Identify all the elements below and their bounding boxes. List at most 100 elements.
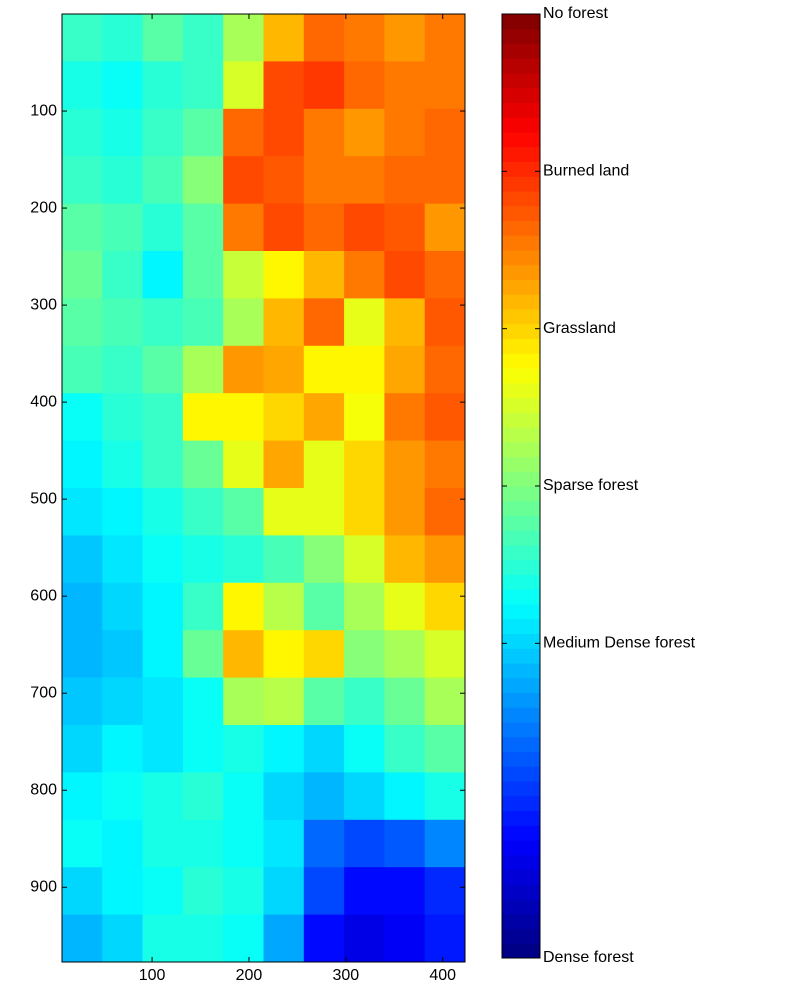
image-cell — [62, 535, 103, 584]
colorbar-swatch — [502, 899, 540, 915]
colorbar-swatch — [502, 102, 540, 118]
image-cell — [344, 914, 385, 963]
image-cell — [424, 535, 466, 584]
colorbar-swatch — [502, 928, 540, 944]
colorbar-swatch — [502, 14, 540, 30]
image-cell — [263, 488, 305, 536]
x-tick-label: 200 — [236, 967, 263, 984]
image-cell — [102, 108, 144, 157]
image-cell — [344, 440, 385, 489]
colorbar-swatch — [502, 456, 540, 472]
image-cell — [424, 251, 466, 299]
image-cell — [102, 440, 144, 489]
image-cell — [424, 725, 466, 773]
image-cell — [62, 488, 103, 536]
image-cell — [223, 914, 264, 963]
image-cell — [303, 630, 345, 679]
image-cell — [263, 298, 305, 347]
image-cell — [344, 156, 385, 205]
image-cell — [303, 14, 345, 62]
colorbar-swatch — [502, 648, 540, 664]
image-cell — [142, 535, 184, 584]
image-cell — [263, 725, 305, 773]
image-cell — [182, 819, 224, 868]
image-cell — [142, 677, 184, 726]
y-tick-label: 700 — [30, 684, 57, 701]
colorbar-swatch — [502, 264, 540, 280]
image-cell — [182, 440, 224, 489]
image-cell — [303, 677, 345, 726]
colorbar-swatch — [502, 692, 540, 708]
image-cell — [142, 440, 184, 489]
image-cell — [182, 156, 224, 205]
image-cell — [223, 108, 264, 157]
image-cell — [263, 582, 305, 631]
axes-overlay: 100 200 300 400 100 200 300 400 500 600 700 800 900 — [30, 13, 466, 984]
image-cell — [182, 203, 224, 252]
image-cell — [424, 156, 466, 205]
image-cell — [384, 772, 426, 821]
colorbar-swatch — [502, 382, 540, 398]
image-cell — [303, 819, 345, 868]
colorbar-swatch — [502, 176, 540, 192]
image-cell — [182, 630, 224, 679]
image-cell — [263, 772, 305, 821]
image-cell — [182, 488, 224, 536]
colorbar-swatch — [502, 515, 540, 531]
image-cell — [102, 14, 144, 62]
colorbar-swatch — [502, 545, 540, 561]
colorbar-swatch — [502, 43, 540, 59]
image-cell — [102, 393, 144, 442]
image-cell — [142, 725, 184, 773]
colorbar-swatch — [502, 73, 540, 89]
image-cell — [223, 61, 264, 110]
image-cell — [142, 298, 184, 347]
colorbar-swatch — [502, 736, 540, 752]
y-tick-label: 900 — [30, 879, 57, 896]
image-cell — [142, 203, 184, 252]
image-cell — [344, 819, 385, 868]
colorbar-swatch — [502, 589, 540, 605]
image-cell — [303, 251, 345, 299]
image-cell — [384, 345, 426, 394]
image-cell — [62, 61, 103, 110]
image-cells — [62, 14, 466, 963]
image-cell — [344, 677, 385, 726]
image-cell — [263, 393, 305, 442]
image-cell — [344, 345, 385, 394]
colorbar-swatch — [502, 854, 540, 870]
image-cell — [303, 440, 345, 489]
image-cell — [384, 440, 426, 489]
colorbar-swatch — [502, 279, 540, 295]
image-cell — [344, 14, 385, 62]
colorbar-swatch — [502, 781, 540, 797]
image-cell — [102, 156, 144, 205]
colorbar-swatch — [502, 191, 540, 207]
image-cell — [182, 535, 224, 584]
image-cell — [223, 535, 264, 584]
image-cell — [102, 914, 144, 963]
image-cell — [62, 203, 103, 252]
colorbar-swatch — [502, 28, 540, 44]
image-cell — [223, 14, 264, 62]
image-cell — [182, 393, 224, 442]
image-cell — [142, 914, 184, 963]
colorbar: Dense forest Medium Dense forest Sparse fo… — [501, 5, 696, 966]
image-cell — [424, 630, 466, 679]
image-cell — [424, 819, 466, 868]
colorbar-swatch — [502, 205, 540, 221]
image-cell — [102, 677, 144, 726]
image-cell — [424, 14, 466, 62]
image-cell — [102, 582, 144, 631]
image-cell — [303, 345, 345, 394]
image-cell — [62, 345, 103, 394]
colorbar-swatch — [502, 235, 540, 251]
colorbar-swatch — [502, 633, 540, 649]
colorbar-swatch — [502, 412, 540, 428]
image-cell — [182, 677, 224, 726]
axes-box — [61, 13, 466, 963]
image-cell — [263, 440, 305, 489]
image-cell — [102, 630, 144, 679]
colorbar-swatch — [502, 751, 540, 767]
image-cell — [102, 535, 144, 584]
